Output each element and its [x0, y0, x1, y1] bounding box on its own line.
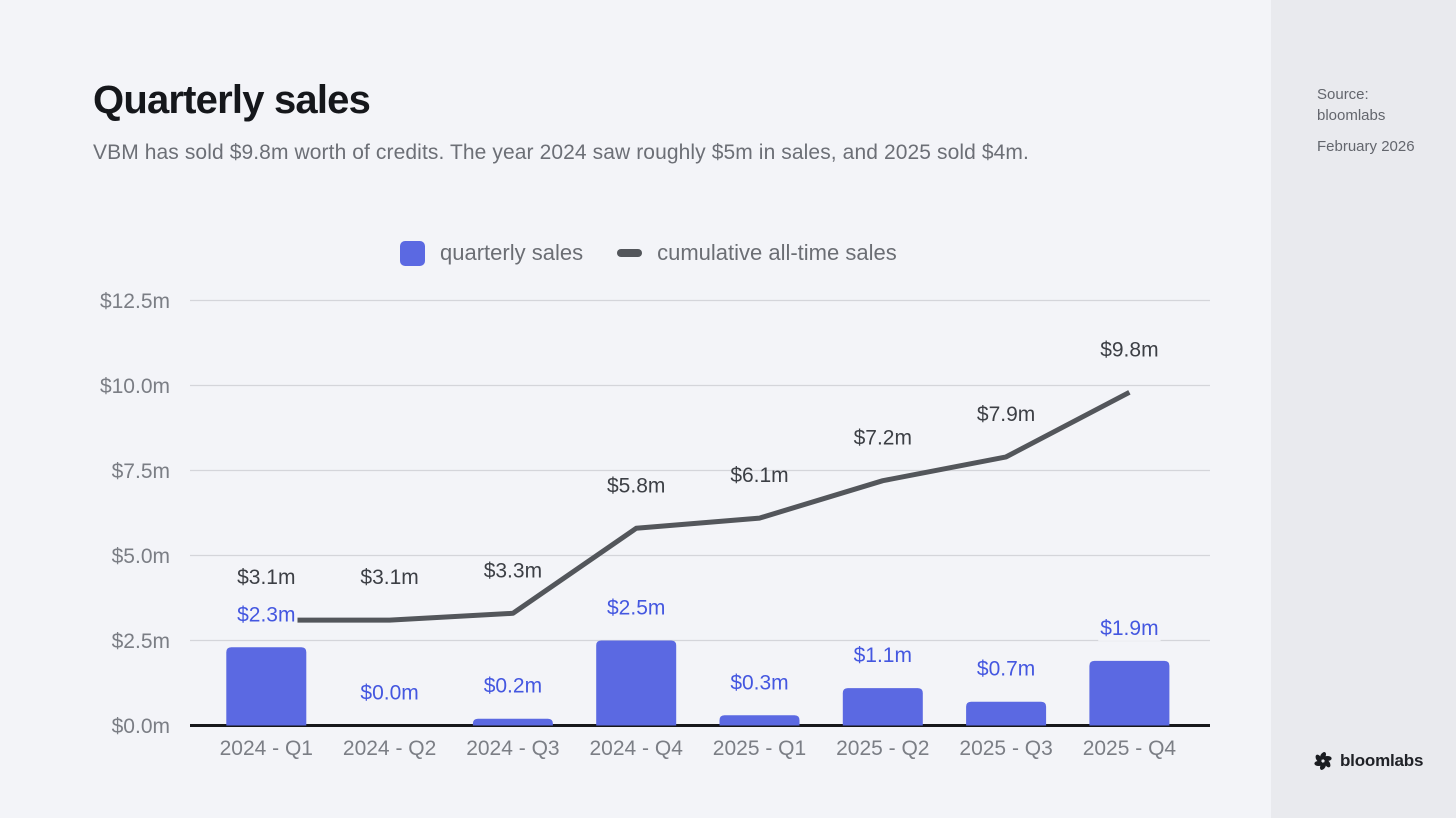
bar-data-label-backing: [481, 673, 545, 699]
x-axis-tick-label: 2024 - Q2: [343, 737, 436, 760]
legend-label-quarterly-sales: quarterly sales: [440, 240, 584, 265]
line-data-label: $7.2m: [854, 427, 912, 450]
bar-data-label: $0.2m: [484, 675, 542, 698]
bar-series-swatch-icon: [400, 240, 425, 266]
bar-data-label-backing: [974, 656, 1038, 682]
bloomlabs-logo-icon: [1314, 752, 1332, 770]
bar-data-label-backing: [1098, 615, 1161, 641]
line-data-label: $7.9m: [977, 403, 1035, 426]
brand-footer: bloomlabs: [1313, 751, 1423, 771]
y-axis-tick-label: $12.5m: [100, 290, 170, 313]
line-data-label: $6.1m: [730, 464, 788, 487]
bar-data-label: $0.0m: [360, 682, 418, 705]
bar-data-label: $0.3m: [730, 671, 788, 694]
brand-name: bloomlabs: [1340, 751, 1424, 770]
legend-label-cumulative-sales: cumulative all-time sales: [657, 240, 897, 265]
bar-data-label: $1.9m: [1100, 617, 1158, 640]
y-axis-tick-label: $10.0m: [100, 375, 170, 398]
bar-data-label: $2.5m: [607, 597, 665, 620]
x-axis-tick-label: 2025 - Q3: [959, 737, 1052, 760]
x-axis-tick-label: 2025 - Q1: [713, 737, 806, 760]
y-axis-tick-label: $7.5m: [112, 460, 170, 483]
quarterly-sales-chart: $0.0m $2.5m $5.0m $7.5m $10.0m $12.5m 2024 - Q…: [100, 290, 1210, 760]
x-axis-tick-label: 2025 - Q2: [836, 737, 929, 760]
cumulative-line: [266, 390, 1131, 623]
page-subtitle: VBM has sold $9.8m worth of credits. The…: [93, 141, 1029, 164]
source-date: February 2026: [1317, 138, 1415, 155]
bar: [1089, 660, 1170, 726]
bar-data-label-backing: [358, 680, 421, 706]
line-data-label: $5.8m: [607, 474, 665, 497]
bar-data-label: $2.3m: [237, 603, 295, 626]
bar-data-label-backing: [728, 670, 791, 696]
bar: [842, 688, 923, 726]
legend-item-quarterly-sales: quarterly sales: [400, 240, 583, 266]
y-axis-tick-label: $2.5m: [112, 630, 170, 653]
source-label: Source:: [1317, 86, 1369, 103]
bar: [966, 701, 1047, 726]
page-title: Quarterly sales: [93, 78, 371, 122]
bar: [596, 640, 677, 726]
line-series-swatch-icon: [617, 249, 643, 257]
line-data-label: $3.1m: [237, 566, 295, 589]
x-axis-tick-label: 2024 - Q3: [466, 737, 559, 760]
sidebar: Source: bloomlabs February 2026 bloomlab…: [1271, 0, 1456, 818]
source-block: Source: bloomlabs February 2026: [1317, 84, 1415, 157]
x-axis-tick-label: 2025 - Q4: [1083, 737, 1177, 760]
bar: [226, 647, 307, 726]
bar-data-label: $0.7m: [977, 658, 1035, 681]
source-name: bloomlabs: [1317, 107, 1386, 124]
legend-item-cumulative-sales: cumulative all-time sales: [617, 240, 897, 266]
bar: [472, 718, 553, 726]
y-axis-tick-label: $0.0m: [112, 715, 170, 738]
bar-data-label: $1.1m: [854, 644, 912, 667]
bar-data-label-backing: [235, 602, 298, 628]
chart-legend: quarterly sales cumulative all-time sale…: [400, 240, 897, 266]
main-area: Quarterly sales VBM has sold $9.8m worth…: [93, 78, 1210, 760]
bar-data-label-backing: [605, 595, 668, 621]
y-axis-tick-label: $5.0m: [112, 545, 170, 568]
line-data-label: $9.8m: [1100, 338, 1158, 361]
line-data-label: $3.1m: [360, 566, 418, 589]
line-data-label: $3.3m: [484, 559, 542, 582]
x-axis-tick-label: 2024 - Q1: [220, 737, 313, 760]
bar-data-label-backing: [851, 643, 914, 669]
bar: [719, 715, 800, 726]
x-axis-tick-label: 2024 - Q4: [589, 737, 683, 760]
